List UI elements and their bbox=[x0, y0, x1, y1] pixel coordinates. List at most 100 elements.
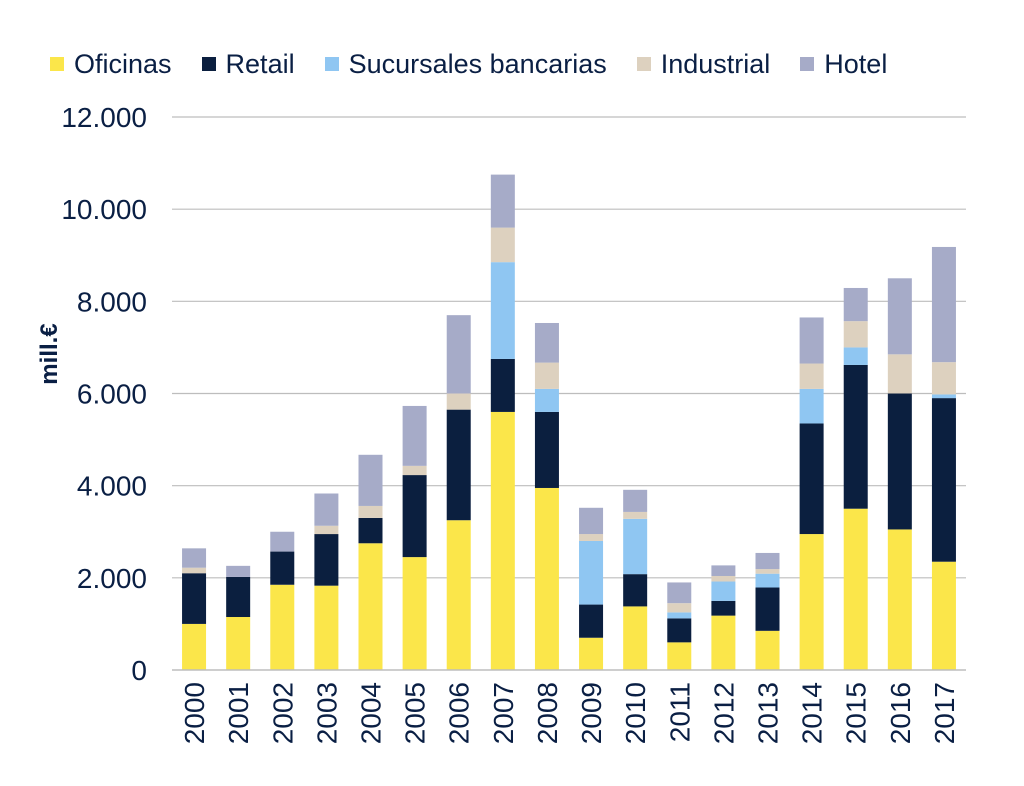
bar-segment-oficinas-2001 bbox=[226, 617, 251, 670]
bar-segment-oficinas-2009 bbox=[579, 637, 604, 670]
bar-segment-retail-2004 bbox=[358, 517, 383, 544]
bar-segment-hotel-2010 bbox=[623, 489, 648, 512]
bar-segment-hotel-2001 bbox=[226, 565, 251, 577]
bar-segment-oficinas-2006 bbox=[446, 520, 471, 670]
y-tick-label: 2.000 bbox=[77, 563, 147, 594]
bar-segment-retail-2015 bbox=[843, 364, 868, 509]
bar-segment-sucursales-bancarias-2007 bbox=[490, 262, 515, 359]
bar-segment-hotel-2006 bbox=[446, 315, 471, 394]
bar-segment-oficinas-2011 bbox=[667, 642, 692, 670]
legend-item-retail: Retail bbox=[201, 48, 295, 80]
bar-segment-retail-2001 bbox=[226, 576, 251, 618]
legend-label-retail: Retail bbox=[225, 48, 295, 79]
bar-segment-sucursales-bancarias-2012 bbox=[711, 581, 736, 601]
bar-segment-oficinas-2012 bbox=[711, 615, 736, 670]
bar-segment-oficinas-2007 bbox=[490, 411, 515, 670]
bar-segment-industrial-2012 bbox=[711, 575, 736, 582]
bar-segment-retail-2017 bbox=[931, 398, 956, 562]
bar-segment-industrial-2014 bbox=[799, 363, 824, 389]
bar-segment-sucursales-bancarias-2013 bbox=[755, 573, 780, 588]
bar-segment-oficinas-2013 bbox=[755, 630, 780, 670]
legend-swatch-industrial bbox=[636, 57, 651, 71]
bar-segment-oficinas-2010 bbox=[623, 606, 648, 670]
legend-label-industrial: Industrial bbox=[660, 48, 771, 79]
bar-segment-hotel-2005 bbox=[402, 405, 427, 466]
x-tick-label: 2000 bbox=[179, 682, 210, 744]
legend: Oficinas Retail Sucursales bancarias Ind… bbox=[50, 44, 917, 84]
bar-segment-hotel-2014 bbox=[799, 317, 824, 364]
bar-segment-oficinas-2008 bbox=[534, 487, 559, 670]
bar-segment-industrial-2000 bbox=[182, 567, 207, 574]
x-tick-label: 2004 bbox=[356, 682, 387, 744]
x-tick-label: 2003 bbox=[311, 682, 342, 744]
x-tick-label: 2009 bbox=[576, 682, 607, 744]
bar-segment-hotel-2008 bbox=[534, 322, 559, 363]
bar-segment-hotel-2015 bbox=[843, 287, 868, 322]
bar-segment-retail-2007 bbox=[490, 358, 515, 412]
bar-segment-sucursales-bancarias-2010 bbox=[623, 518, 648, 575]
bar-segment-industrial-2011 bbox=[667, 603, 692, 613]
x-tick-label: 2014 bbox=[797, 682, 828, 744]
bar-segment-oficinas-2017 bbox=[931, 561, 956, 670]
legend-swatch-oficinas bbox=[50, 57, 64, 71]
bar-segment-oficinas-2005 bbox=[402, 557, 427, 670]
x-tick-label: 2013 bbox=[753, 682, 784, 744]
bar-segment-retail-2000 bbox=[182, 573, 207, 624]
bar-segment-hotel-2004 bbox=[358, 454, 383, 506]
bar-segment-industrial-2006 bbox=[446, 393, 471, 410]
gridlines bbox=[172, 116, 966, 579]
bar-segment-industrial-2005 bbox=[402, 465, 427, 476]
bar-segment-retail-2010 bbox=[623, 574, 648, 607]
y-tick-label: 12.000 bbox=[61, 102, 147, 133]
bar-segment-retail-2011 bbox=[667, 618, 692, 643]
bar-segment-hotel-2007 bbox=[490, 174, 515, 228]
bar-segment-hotel-2002 bbox=[270, 531, 295, 552]
bar-segment-sucursales-bancarias-2015 bbox=[843, 347, 868, 365]
x-tick-label: 2010 bbox=[620, 682, 651, 744]
bar-segment-sucursales-bancarias-2011 bbox=[667, 612, 692, 619]
bar-segment-oficinas-2015 bbox=[843, 508, 868, 670]
bar-segment-industrial-2017 bbox=[931, 362, 956, 395]
bar-segment-industrial-2003 bbox=[314, 525, 339, 535]
bar-segment-industrial-2013 bbox=[755, 569, 780, 574]
x-tick-label: 2002 bbox=[267, 682, 298, 744]
legend-item-industrial: Industrial bbox=[636, 48, 771, 80]
legend-swatch-sucursales-bancarias bbox=[324, 57, 339, 71]
bar-segment-industrial-2016 bbox=[887, 354, 912, 394]
bar-segment-retail-2012 bbox=[711, 600, 736, 616]
y-tick-label: 4.000 bbox=[77, 471, 147, 502]
x-tick-label: 2017 bbox=[929, 682, 960, 744]
bar-segment-industrial-2004 bbox=[358, 505, 383, 518]
legend-item-oficinas: Oficinas bbox=[50, 49, 172, 80]
legend-label-sucursales-bancarias: Sucursales bancarias bbox=[348, 48, 607, 79]
x-tick-label: 2011 bbox=[664, 682, 695, 742]
bar-segment-retail-2008 bbox=[534, 411, 559, 488]
x-tick-label: 2012 bbox=[708, 682, 739, 744]
y-tick-label: 10.000 bbox=[61, 194, 147, 225]
bar-segment-retail-2013 bbox=[755, 587, 780, 631]
x-tick-label: 2015 bbox=[841, 682, 872, 744]
bar-segment-retail-2016 bbox=[887, 393, 912, 530]
x-tick-label: 2005 bbox=[400, 682, 431, 744]
x-tick-label: 2007 bbox=[488, 682, 519, 744]
y-tick-label: 8.000 bbox=[77, 286, 147, 317]
legend-label-hotel: Hotel bbox=[824, 48, 888, 79]
x-tick-label: 2001 bbox=[223, 682, 254, 744]
bar-segment-retail-2005 bbox=[402, 475, 427, 558]
bars bbox=[182, 174, 956, 670]
bar-segment-retail-2009 bbox=[579, 604, 604, 638]
bar-segment-retail-2014 bbox=[799, 423, 824, 535]
bar-segment-industrial-2007 bbox=[490, 227, 515, 263]
bar-segment-industrial-2010 bbox=[623, 511, 648, 519]
y-axis-label: mill.€ bbox=[36, 323, 63, 385]
bar-segment-industrial-2015 bbox=[843, 321, 868, 348]
legend-label-oficinas: Oficinas bbox=[74, 48, 172, 79]
bar-segment-hotel-2013 bbox=[755, 552, 780, 570]
bar-segment-hotel-2016 bbox=[887, 278, 912, 355]
bar-segment-oficinas-2014 bbox=[799, 534, 824, 670]
bar-segment-oficinas-2002 bbox=[270, 584, 295, 670]
bar-segment-hotel-2000 bbox=[182, 548, 207, 568]
y-axis-ticks: 0 2.000 4.000 6.000 8.000 10.000 12.000 bbox=[61, 102, 147, 686]
